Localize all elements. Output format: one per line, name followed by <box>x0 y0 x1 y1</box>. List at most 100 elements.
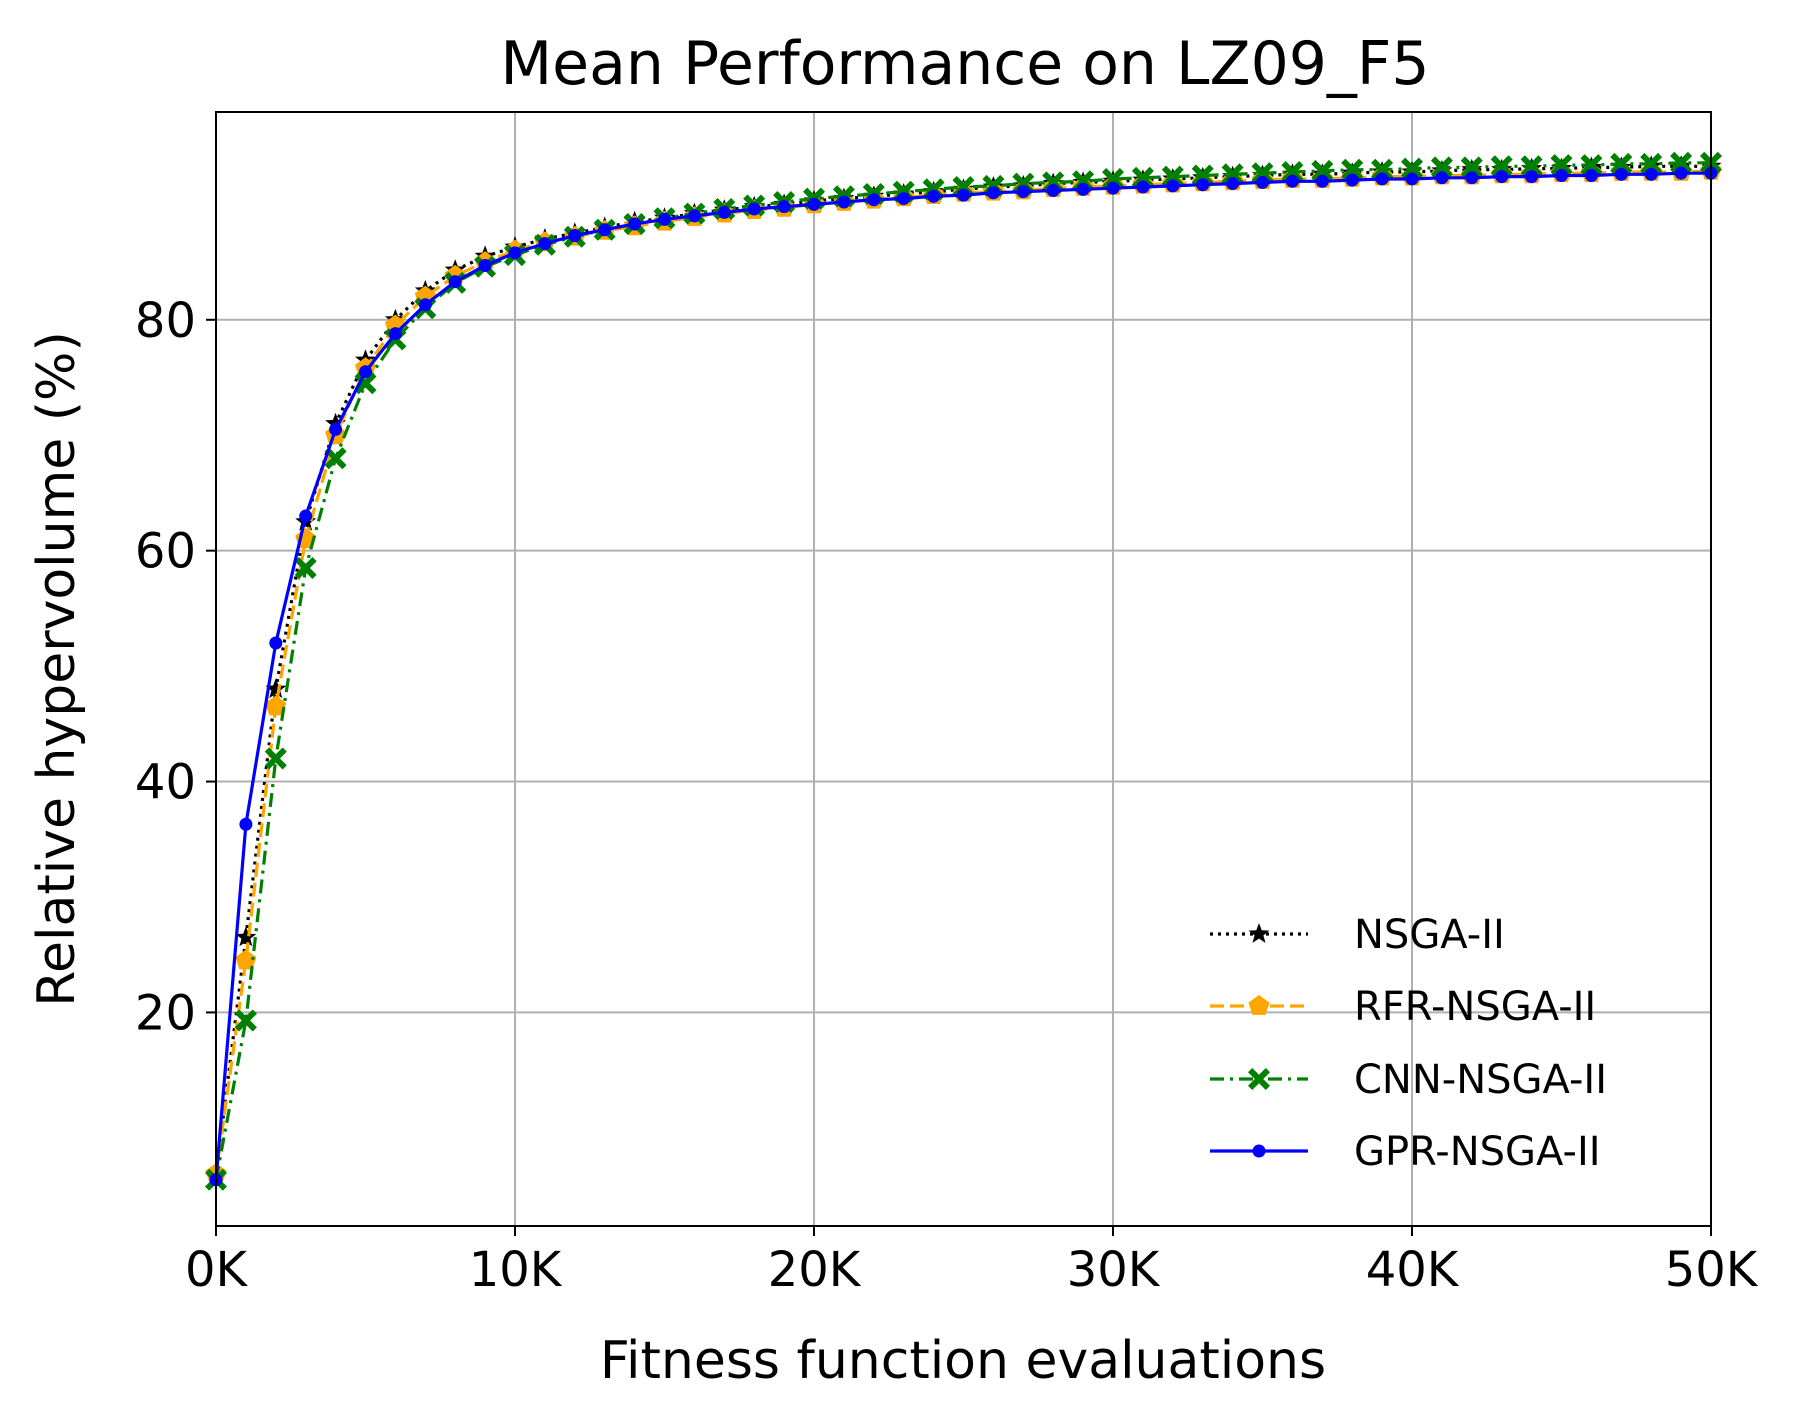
series-cnn-nsga-ii <box>205 151 1722 1191</box>
legend: NSGA-II RFR-NSGA-II CNN-NSGA-II GPR-NSGA-II <box>1210 912 1607 1175</box>
data-point <box>299 509 313 523</box>
data-point <box>1614 167 1628 181</box>
legend-entry-cnn-nsga-ii: CNN-NSGA-II <box>1210 1057 1607 1103</box>
series-gpr-nsga-ii <box>209 166 1718 1187</box>
data-point <box>1670 151 1693 174</box>
data-point <box>807 197 821 211</box>
data-point <box>1221 163 1244 186</box>
data-point <box>1341 158 1364 181</box>
data-point <box>1166 179 1180 193</box>
data-point <box>359 365 372 379</box>
data-point <box>1435 171 1449 185</box>
x-tick-label: 30K <box>1067 1242 1161 1298</box>
data-point <box>265 695 287 716</box>
x-tick-label: 10K <box>469 1242 563 1298</box>
x-tick-label: 40K <box>1366 1242 1460 1298</box>
data-point <box>1196 178 1210 192</box>
data-point <box>658 212 671 226</box>
data-point <box>1555 168 1568 182</box>
data-point <box>1256 175 1269 189</box>
data-point <box>568 229 582 243</box>
data-point <box>957 188 970 202</box>
data-point <box>1550 154 1573 177</box>
data-point <box>1281 161 1304 183</box>
x-tick-label: 20K <box>768 1242 862 1298</box>
data-point <box>448 275 462 289</box>
legend-label: RFR-NSGA-II <box>1354 984 1596 1030</box>
data-point <box>1191 164 1214 187</box>
data-point <box>1525 170 1539 184</box>
data-point <box>329 422 343 436</box>
data-point <box>986 186 1000 200</box>
data-point <box>235 949 257 970</box>
data-point <box>1375 172 1389 186</box>
data-point <box>388 327 402 341</box>
x-tick-label: 0K <box>185 1242 249 1298</box>
data-point <box>1136 180 1150 194</box>
data-point <box>508 246 522 260</box>
legend-marker <box>1248 1068 1270 1090</box>
data-point <box>1285 174 1299 188</box>
data-point <box>1644 167 1658 181</box>
data-point <box>1401 157 1423 180</box>
data-point <box>1460 156 1483 179</box>
data-point <box>867 193 881 207</box>
data-point <box>1520 155 1543 178</box>
plot-series <box>205 151 1722 1191</box>
data-point <box>1016 185 1030 199</box>
data-point <box>324 447 347 470</box>
data-point <box>1584 168 1598 182</box>
data-point <box>1311 159 1334 182</box>
series-line <box>214 164 1711 1175</box>
data-point <box>1251 162 1274 185</box>
legend-marker <box>1248 923 1270 943</box>
x-tick-label: 50K <box>1665 1242 1759 1298</box>
data-point <box>234 1009 257 1032</box>
data-point <box>538 237 552 251</box>
legend-label: NSGA-II <box>1354 912 1505 958</box>
data-point <box>1102 168 1124 190</box>
data-point <box>1495 170 1509 184</box>
y-tick-label: 40 <box>135 755 196 811</box>
data-point <box>777 200 791 214</box>
data-point <box>747 202 761 216</box>
data-point <box>265 678 287 699</box>
data-point <box>235 926 257 947</box>
data-point <box>717 205 731 219</box>
data-point <box>1161 165 1184 188</box>
x-axis-label: Fitness function evaluations <box>600 1331 1326 1391</box>
legend-label: GPR-NSGA-II <box>1354 1129 1601 1175</box>
legend-marker <box>1252 1144 1266 1158</box>
y-tick-label: 80 <box>135 293 196 349</box>
legend-entry-gpr-nsga-ii: GPR-NSGA-II <box>1210 1129 1601 1175</box>
data-point <box>269 636 283 650</box>
data-point <box>1345 173 1359 187</box>
data-point <box>837 195 851 209</box>
legend-label: CNN-NSGA-II <box>1354 1057 1607 1103</box>
legend-entry-rfr-nsga-ii: RFR-NSGA-II <box>1210 984 1596 1030</box>
data-point <box>1465 171 1479 185</box>
data-point <box>325 412 347 433</box>
chart-title: Mean Performance on LZ09_F5 <box>500 29 1429 99</box>
data-point <box>1580 154 1603 177</box>
y-tick-label: 20 <box>135 985 196 1041</box>
data-point <box>598 223 612 237</box>
data-point <box>478 259 492 273</box>
data-point <box>927 189 941 203</box>
data-point <box>418 298 432 312</box>
data-point <box>687 209 701 223</box>
data-point <box>1371 158 1394 181</box>
data-point <box>897 192 911 206</box>
data-point <box>1076 182 1090 196</box>
data-point <box>239 817 253 831</box>
data-point <box>1046 183 1060 197</box>
data-point <box>1315 174 1329 188</box>
data-point <box>1405 172 1419 186</box>
y-axis-label: Relative hypervolume (%) <box>27 331 87 1007</box>
data-point <box>1610 152 1633 175</box>
data-point <box>294 557 317 579</box>
data-point <box>1430 156 1453 179</box>
data-point <box>1640 152 1663 175</box>
axis-ticks: 0K 10K 20K 30K 40K 50K 20 40 60 80 <box>135 293 1759 1298</box>
